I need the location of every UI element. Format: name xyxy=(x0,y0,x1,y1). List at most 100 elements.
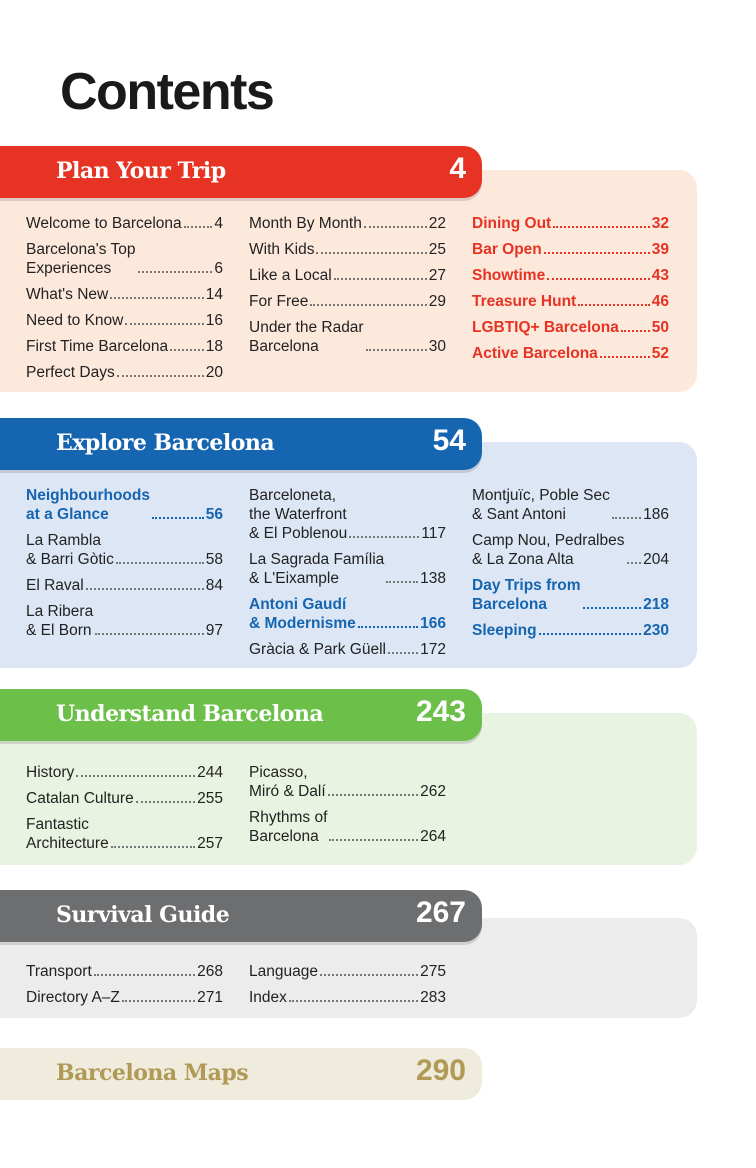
toc-entry-label: Month By Month xyxy=(249,215,362,232)
toc-entry[interactable]: Fantastic Architecture 257 xyxy=(26,815,223,853)
toc-entry[interactable]: Under the Radar Barcelona 30 xyxy=(249,318,446,356)
dot-leader xyxy=(365,349,427,351)
toc-entry[interactable]: With Kids 25 xyxy=(249,240,446,259)
section-page-number: 243 xyxy=(415,695,466,728)
toc-entry-label: Active Barcelona xyxy=(472,345,598,362)
toc-entry[interactable]: History 244 xyxy=(26,763,223,782)
section-plan-your-trip: Plan Your Trip 4 Welcome to Barcelona 4 Ba… xyxy=(0,146,756,396)
toc-entry[interactable]: Index 283 xyxy=(249,988,446,1007)
toc-entry[interactable]: Picasso, Miró & Dalí 262 xyxy=(249,763,446,801)
toc-column: Language 275 Index 283 xyxy=(249,962,446,1014)
dot-leader xyxy=(543,252,650,254)
toc-entry[interactable]: Showtime 43 xyxy=(472,266,669,285)
section-tab[interactable]: Plan Your Trip 4 xyxy=(0,146,482,198)
toc-entry-page: 43 xyxy=(651,267,669,284)
toc-entry-label: Transport xyxy=(26,963,92,980)
section-page-number: 4 xyxy=(449,152,466,185)
toc-entry[interactable]: For Free 29 xyxy=(249,292,446,311)
toc-entry[interactable]: La Sagrada Família & L'Eixample 138 xyxy=(249,550,446,588)
toc-entry[interactable]: Treasure Hunt 46 xyxy=(472,292,669,311)
dot-leader xyxy=(538,633,642,635)
toc-entry-label: What's New xyxy=(26,286,109,303)
toc-entry[interactable]: Gràcia & Park Güell 172 xyxy=(249,640,446,659)
section-tab[interactable]: Barcelona Maps 290 xyxy=(0,1048,482,1100)
toc-entry[interactable]: Bar Open 39 xyxy=(472,240,669,259)
dot-leader xyxy=(110,297,204,299)
toc-entry[interactable]: First Time Barcelona 18 xyxy=(26,337,223,356)
dot-leader xyxy=(115,562,204,564)
toc-entry[interactable]: Day Trips from Barcelona 218 xyxy=(472,576,669,614)
toc-entry-page: 230 xyxy=(643,622,669,639)
toc-entry-page: 218 xyxy=(643,596,669,613)
section-page-number: 290 xyxy=(415,1054,466,1087)
toc-entry-label: Camp Nou, Pedralbes & La Zona Alta xyxy=(472,532,625,568)
toc-entry[interactable]: Language 275 xyxy=(249,962,446,981)
toc-entry-page: 186 xyxy=(643,506,669,523)
toc-entry[interactable]: Active Barcelona 52 xyxy=(472,344,669,363)
toc-entry-page: 172 xyxy=(420,641,446,658)
toc-entry[interactable]: Barceloneta, the Waterfront & El Pobleno… xyxy=(249,486,446,543)
toc-entry[interactable]: Transport 268 xyxy=(26,962,223,981)
section-survival-guide: Survival Guide 267 Transport 268 Directory… xyxy=(0,890,756,1020)
toc-entry[interactable]: Neighbourhoods at a Glance 56 xyxy=(26,486,223,524)
section-tab[interactable]: Understand Barcelona 243 xyxy=(0,689,482,741)
toc-entry-page: 16 xyxy=(205,312,223,329)
toc-entry[interactable]: El Raval 84 xyxy=(26,576,223,595)
toc-column: Dining Out 32 Bar Open 39 Showtime 43 Treasure… xyxy=(472,214,669,370)
toc-entry-label: First Time Barcelona xyxy=(26,338,169,355)
toc-entry-page: 271 xyxy=(197,989,223,1006)
section-title: Plan Your Trip xyxy=(56,158,226,184)
section-tab[interactable]: Explore Barcelona 54 xyxy=(0,418,482,470)
toc-entry-page: 268 xyxy=(197,963,223,980)
toc-entry[interactable]: La Ribera & El Born 97 xyxy=(26,602,223,640)
dot-leader xyxy=(135,801,196,803)
toc-column: Welcome to Barcelona 4 Barcelona's Top Exp… xyxy=(26,214,223,389)
toc-entry[interactable]: Directory A–Z 271 xyxy=(26,988,223,1007)
toc-entry[interactable]: Catalan Culture 255 xyxy=(26,789,223,808)
dot-leader xyxy=(578,304,650,306)
toc-entry-label: Welcome to Barcelona xyxy=(26,215,182,232)
toc-entry-page: 264 xyxy=(420,828,446,845)
toc-entry-page: 46 xyxy=(651,293,669,310)
dot-leader xyxy=(76,775,196,777)
dot-leader xyxy=(387,652,419,654)
toc-entry[interactable]: Perfect Days 20 xyxy=(26,363,223,382)
section-tab[interactable]: Survival Guide 267 xyxy=(0,890,482,942)
toc-entry[interactable]: What's New 14 xyxy=(26,285,223,304)
toc-entry-page: 32 xyxy=(651,215,669,232)
toc-entry[interactable]: Antoni Gaudí & Modernisme 166 xyxy=(249,595,446,633)
toc-entry-label: Like a Local xyxy=(249,267,332,284)
toc-entry[interactable]: LGBTIQ+ Barcelona 50 xyxy=(472,318,669,337)
toc-entry-label: Under the Radar Barcelona xyxy=(249,319,364,355)
toc-entry[interactable]: Montjuïc, Poble Sec & Sant Antoni 186 xyxy=(472,486,669,524)
toc-entry[interactable]: Month By Month 22 xyxy=(249,214,446,233)
dot-leader xyxy=(183,226,213,228)
toc-entry[interactable]: La Rambla & Barri Gòtic 58 xyxy=(26,531,223,569)
toc-entry-label: For Free xyxy=(249,293,309,310)
toc-entry-label: Treasure Hunt xyxy=(472,293,577,310)
section-title: Explore Barcelona xyxy=(56,430,275,456)
toc-entry-label: Dining Out xyxy=(472,215,552,232)
toc-entry[interactable]: Welcome to Barcelona 4 xyxy=(26,214,223,233)
toc-entry[interactable]: Camp Nou, Pedralbes & La Zona Alta 204 xyxy=(472,531,669,569)
toc-entry[interactable]: Dining Out 32 xyxy=(472,214,669,233)
dot-leader xyxy=(85,588,204,590)
dot-leader xyxy=(310,304,427,306)
toc-entry[interactable]: Need to Know 16 xyxy=(26,311,223,330)
dot-leader xyxy=(319,974,419,976)
toc-column: Picasso, Miró & Dalí 262 Rhythms of Barcel… xyxy=(249,763,446,853)
toc-entry[interactable]: Like a Local 27 xyxy=(249,266,446,285)
toc-entry-page: 22 xyxy=(428,215,446,232)
toc-entry-label: Fantastic Architecture xyxy=(26,816,109,852)
toc-entry-page: 117 xyxy=(421,525,446,542)
toc-entry[interactable]: Barcelona's Top Experiences 6 xyxy=(26,240,223,278)
section-panel xyxy=(0,170,697,392)
dot-leader xyxy=(121,1000,196,1002)
toc-entry-label: Showtime xyxy=(472,267,546,284)
toc-entry[interactable]: Sleeping 230 xyxy=(472,621,669,640)
toc-entry-label: Rhythms of Barcelona xyxy=(249,809,328,845)
toc-entry-page: 138 xyxy=(420,570,446,587)
dot-leader xyxy=(626,562,642,564)
toc-entry[interactable]: Rhythms of Barcelona 264 xyxy=(249,808,446,846)
toc-entry-label: Language xyxy=(249,963,318,980)
